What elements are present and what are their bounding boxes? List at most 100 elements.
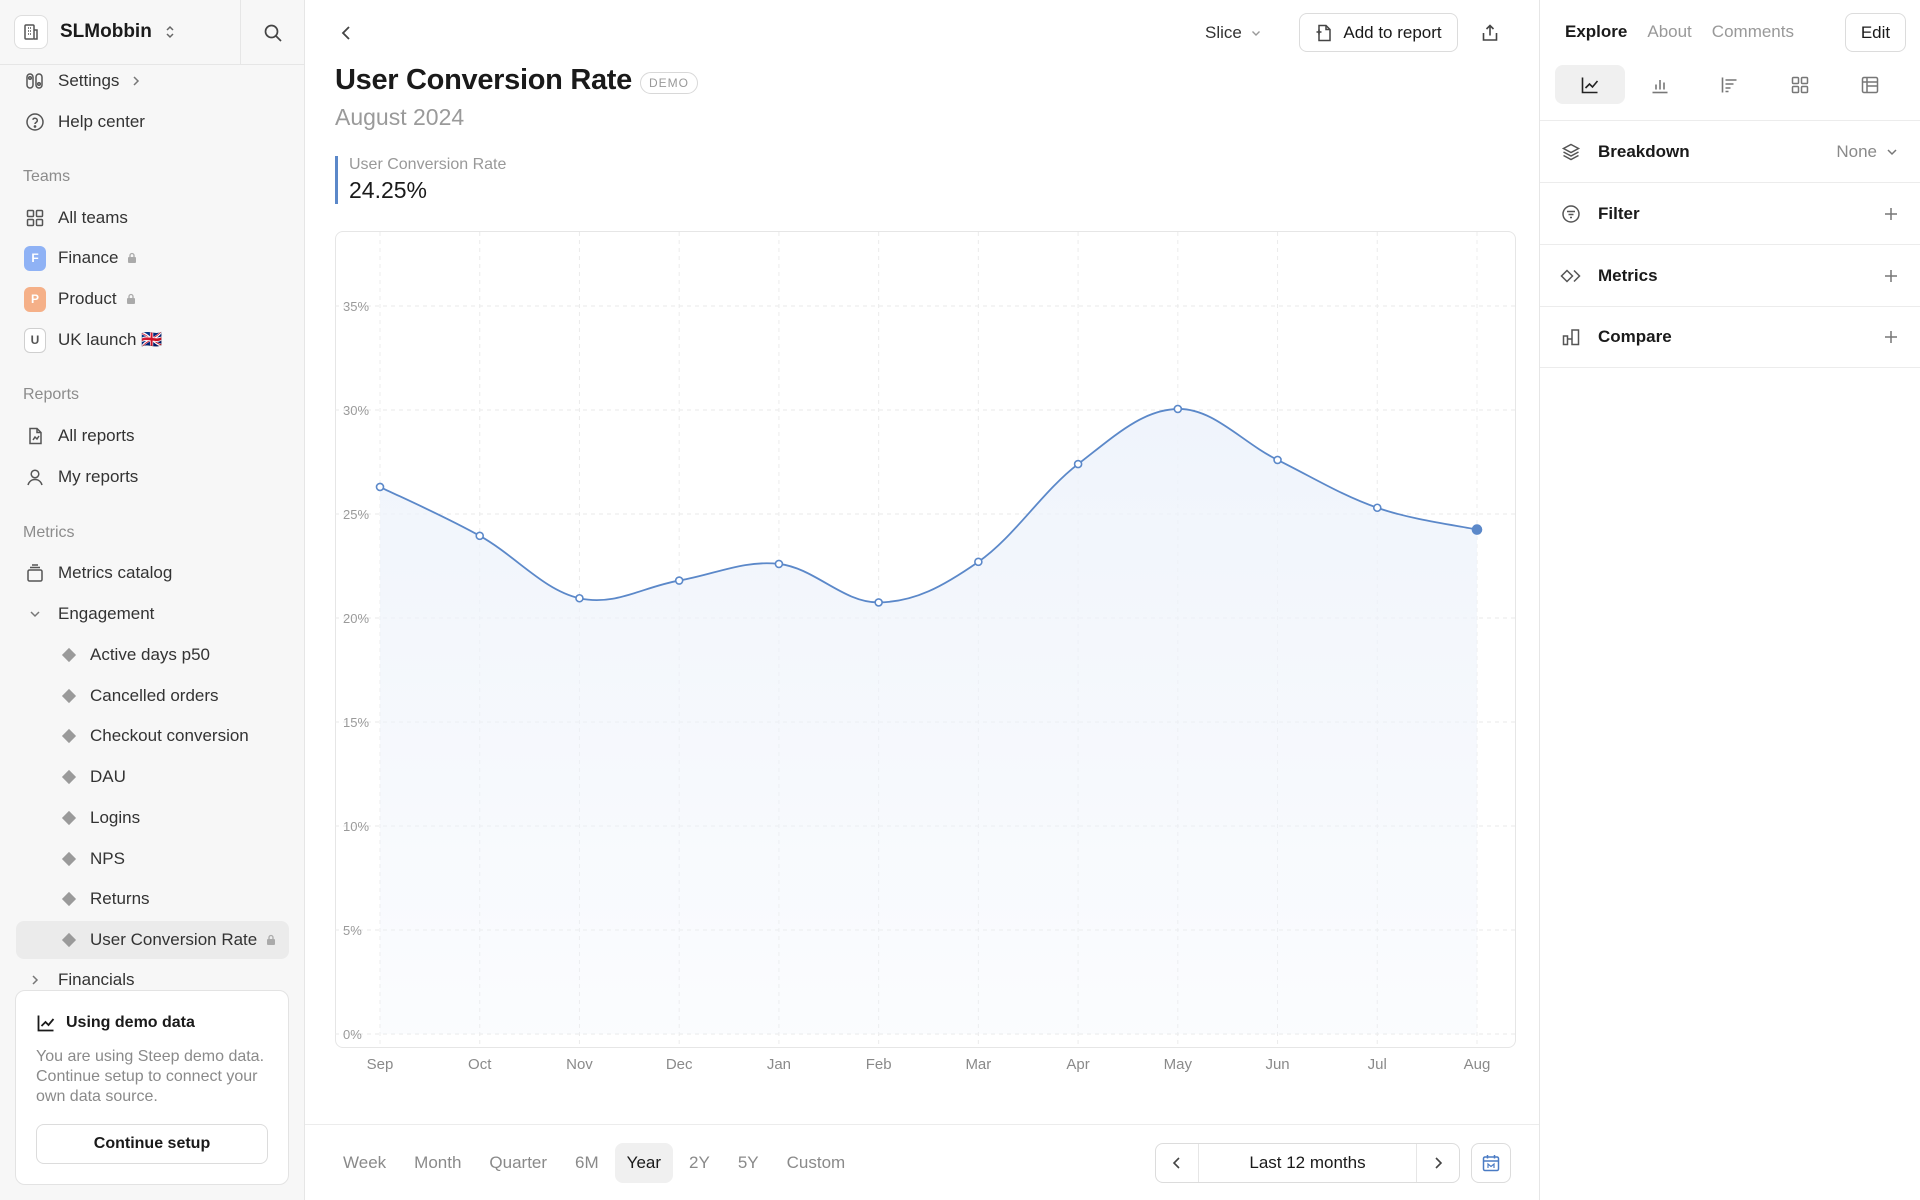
sidebar-item-uk-launch[interactable]: U UK launch 🇬🇧 [16,322,289,358]
filter-icon [1560,203,1582,225]
sidebar-item-my-reports[interactable]: My reports [16,459,289,495]
sidebar-metric-item[interactable]: Cancelled orders [16,677,289,715]
data-point [1073,459,1083,469]
demo-card-title: Using demo data [36,1013,195,1033]
viz-line-button[interactable] [1555,65,1625,104]
period-tab-6m[interactable]: 6M [575,1153,599,1172]
breakdown-label: Breakdown [1598,141,1690,161]
period-tab-year[interactable]: Year [614,1143,674,1183]
page-title: User Conversion Rate DEMO [335,64,698,97]
sidebar-metric-item[interactable]: Returns [16,880,289,918]
viz-grid-button[interactable] [1765,65,1835,104]
period-tab-2y[interactable]: 2Y [689,1153,710,1172]
sidebar-item-label: My reports [58,467,139,486]
layers-icon [1560,141,1582,163]
settings-icon [24,70,46,92]
right-panel: Explore About Comments Edit [1539,0,1920,1200]
sidebar-item-all-teams[interactable]: All teams [16,200,289,236]
sidebar-item-settings[interactable]: Settings [16,63,289,99]
sidebar-metric-label: Active days p50 [90,645,211,664]
sidebar-metric-item[interactable]: Checkout conversion [16,717,289,755]
demo-data-card: Using demo data You are using Steep demo… [15,990,289,1185]
y-tick-label: 30% [343,403,369,418]
period-tab-quarter[interactable]: Quarter [489,1153,548,1172]
period-tab-5y[interactable]: 5Y [737,1153,759,1172]
sidebar-item-label: All teams [58,208,128,227]
chevron-left-icon [339,24,353,42]
breakdown-value: None [1836,141,1877,161]
line-chart-icon [1580,75,1600,95]
add-to-report-button[interactable]: Add to report [1299,13,1458,52]
sidebar-item-label: Engagement [58,604,155,623]
workspace-bar: SLMobbin [0,0,304,65]
tab-explore[interactable]: Explore [1565,22,1628,41]
continue-setup-button[interactable]: Continue setup [36,1124,268,1164]
period-tab-week[interactable]: Week [343,1153,387,1172]
sidebar-item-label: Help center [58,112,145,131]
report-icon [24,425,46,447]
time-controls: Week Month Quarter 6M Year 2Y 5Y Custom Last 12… [305,1124,1539,1200]
back-button[interactable] [331,18,361,48]
sidebar-item-finance[interactable]: F Finance [16,240,289,276]
sidebar-metric-item[interactable]: NPS [16,840,289,878]
sidebar-item-product[interactable]: P Product [16,281,289,317]
sidebar-item-label: Settings [58,71,120,90]
add-to-report-label: Add to report [1343,22,1442,42]
plus-icon [1883,268,1899,284]
sidebar-metric-item[interactable]: DAU [16,758,289,796]
sidebar-metric-item[interactable]: Active days p50 [16,636,289,674]
sidebar-item-metrics-catalog[interactable]: Metrics catalog [16,555,289,591]
range-prev-button[interactable] [1156,1144,1198,1182]
data-point [774,559,784,569]
help-icon [24,111,46,133]
range-next-button[interactable] [1417,1144,1459,1182]
period-tab-custom[interactable]: Custom [786,1153,846,1172]
data-point [1372,503,1382,513]
workspace-switcher[interactable]: SLMobbin [14,14,234,50]
team-avatar: F [24,245,46,271]
chevron-down-icon [1885,145,1899,159]
sidebar-group-financials[interactable]: Financials [16,962,289,998]
y-tick-label: 35% [343,299,369,314]
slice-dropdown[interactable]: Slice [1205,16,1262,50]
metric-diamond-icon [61,770,77,785]
edit-button[interactable]: Edit [1845,13,1906,52]
section-label-metrics: Metrics [23,524,75,541]
sidebar-metric-label: Logins [90,807,141,827]
period-tab-month[interactable]: Month [414,1153,462,1172]
metrics-row[interactable]: Metrics [1540,244,1920,306]
tab-about[interactable]: About [1647,22,1692,41]
sidebar-item-all-reports[interactable]: All reports [16,418,289,454]
period-tabs: Week Month Quarter 6M Year 2Y 5Y Custom [331,1143,857,1183]
sidebar-item-label: UK launch 🇬🇧 [58,330,163,349]
compare-row[interactable]: Compare [1540,306,1920,368]
date-range-label[interactable]: Last 12 months [1198,1144,1417,1182]
viz-horizontal-bar-button[interactable] [1695,65,1765,104]
share-button[interactable] [1475,18,1505,48]
search-button[interactable] [257,18,289,48]
x-tick-label: Nov [566,1056,593,1073]
sidebar-metric-label: Checkout conversion [90,726,249,746]
metrics-icon [1560,265,1582,287]
breakdown-row[interactable]: Breakdown None [1540,120,1920,182]
sidebar-group-engagement[interactable]: Engagement [16,596,289,632]
calendar-button[interactable] [1471,1143,1511,1183]
x-tick-label: Dec [666,1056,693,1073]
demo-badge: DEMO [640,71,698,94]
section-label-teams: Teams [23,168,71,185]
data-point [974,557,983,567]
metric-diamond-icon [61,688,77,703]
metric-diamond-icon [61,892,77,907]
viz-bar-button[interactable] [1625,65,1695,104]
sidebar-item-help-center[interactable]: Help center [16,104,289,140]
metrics-label: Metrics [1598,265,1658,285]
demo-card-text: You are using Steep demo data. Continue … [36,1048,265,1105]
sidebar-metric-item[interactable]: User Conversion Rate [16,920,289,959]
viz-pivot-button[interactable] [1835,65,1905,104]
pivot-icon [1860,75,1880,95]
filter-row[interactable]: Filter [1540,182,1920,244]
main-content: Slice Add to report User Conversion Rate… [305,0,1539,1200]
tab-comments[interactable]: Comments [1711,22,1794,41]
sidebar-metric-item[interactable]: Logins [16,799,289,837]
conversion-rate-chart: 0% 5% 10% 15% 20% 25% 30% 35% Sep Oct Nov Dec Jan Feb… [335,232,1516,1073]
